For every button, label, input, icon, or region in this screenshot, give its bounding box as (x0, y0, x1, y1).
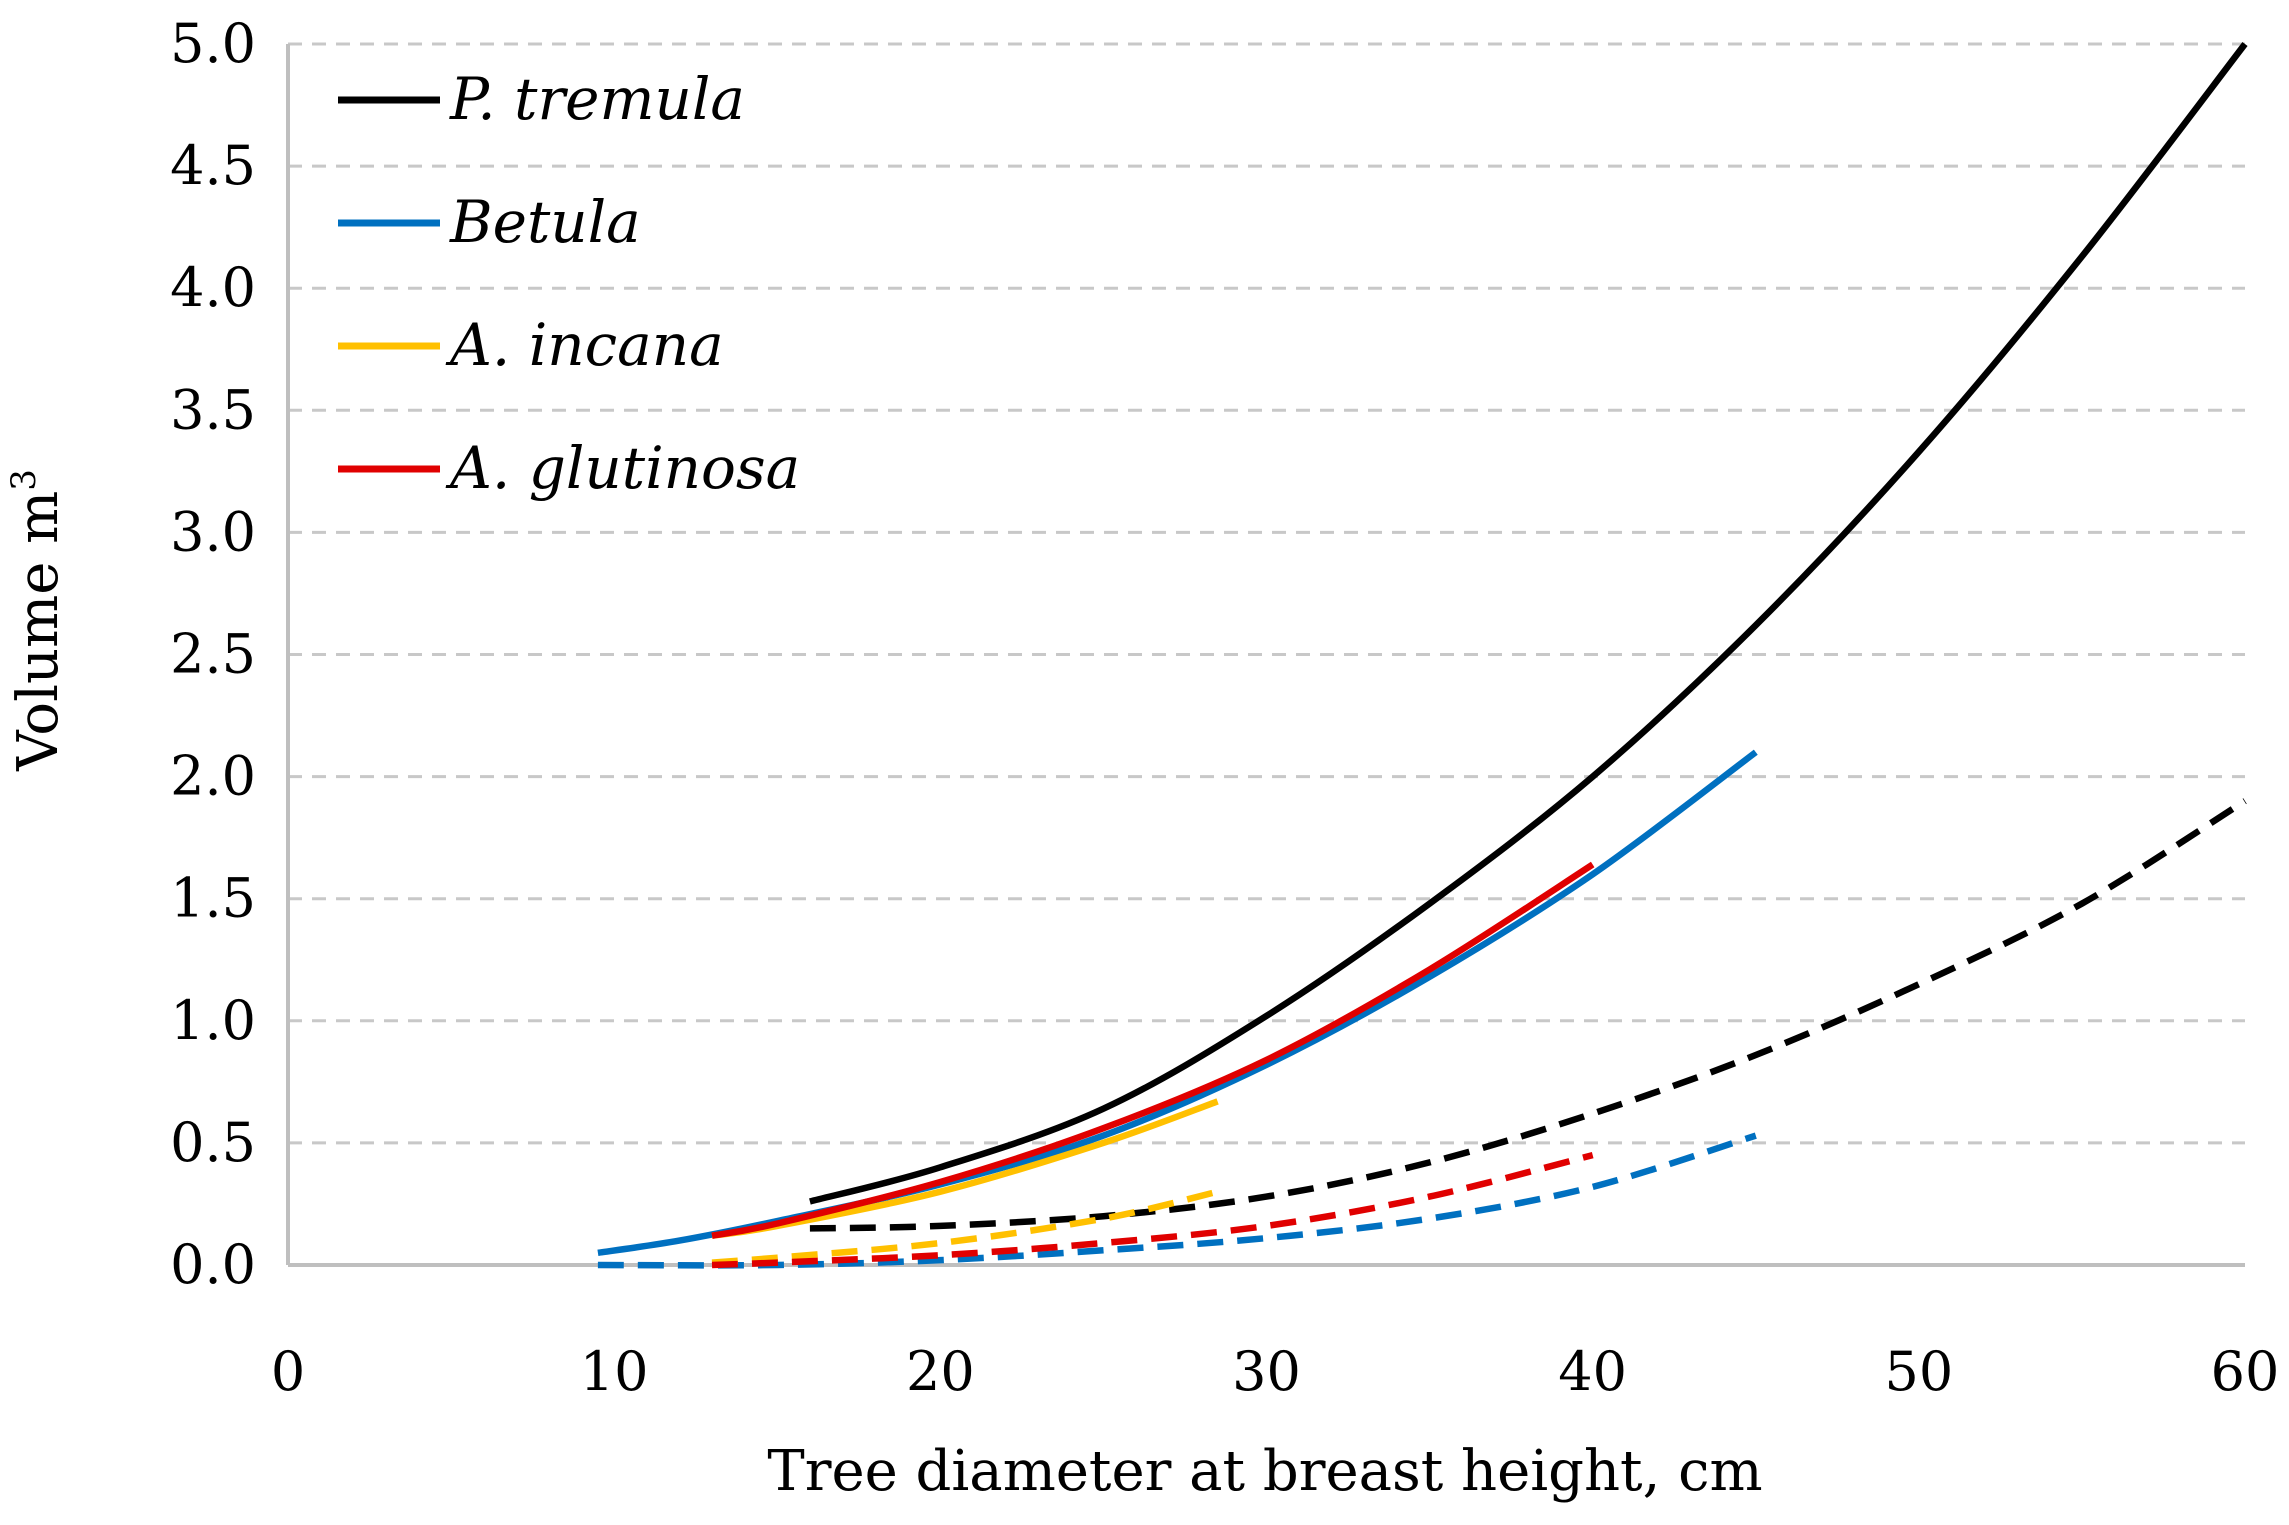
y-tick-label: 4.5 (170, 134, 256, 197)
series-line-p-tremula-dashed (809, 798, 2247, 1232)
series-line-betula-dashed (597, 1132, 1757, 1269)
x-axis-title: Tree diameter at breast height, cm (767, 1439, 1762, 1504)
y-tick-label: 3.5 (170, 378, 256, 441)
y-axis-title-superscript: 3 (4, 469, 44, 491)
series-line-betula-solid (597, 749, 1758, 1257)
y-tick-label: 1.5 (170, 867, 256, 930)
x-tick-label: 40 (1558, 1340, 1627, 1403)
x-tick-label: 30 (1232, 1340, 1301, 1403)
tick-labels: 0.0 0.5 1.0 1.5 2.0 2.5 3.0 3.5 4.0 4.5 5.0 0 10 20 30… (170, 12, 2279, 1403)
y-tick-label: 2.5 (170, 623, 256, 686)
series-line-a-glutinosa-dashed (711, 1151, 1594, 1269)
legend-label-a-glutinosa-solid: A. glutinosa (445, 434, 800, 502)
x-tick-label: 20 (906, 1340, 975, 1403)
series-line-a-incana-dashed (711, 1188, 1219, 1266)
y-tick-label: 0.5 (170, 1111, 256, 1174)
legend-label-p-tremula-solid: P. tremula (449, 65, 745, 133)
y-tick-label: 1.0 (170, 989, 256, 1052)
series-lines (597, 42, 2248, 1269)
x-tick-label: 10 (580, 1340, 649, 1403)
legend: P. tremula Betula A. incana A. glutinosa (338, 65, 800, 502)
y-tick-label: 0.0 (170, 1233, 256, 1296)
y-axis-title-base: Volume m (6, 491, 71, 772)
legend-label-a-incana-solid: A. incana (445, 311, 724, 379)
y-axis-title: Volume m3 (4, 469, 71, 772)
x-tick-label: 60 (2211, 1340, 2280, 1403)
y-tick-label: 3.0 (170, 500, 256, 563)
y-tick-label: 2.0 (170, 745, 256, 808)
y-tick-label: 5.0 (170, 12, 256, 75)
series-line-p-tremula-solid (809, 42, 2248, 1205)
legend-label-betula-solid: Betula (449, 188, 641, 256)
x-tick-label: 50 (1884, 1340, 1953, 1403)
y-tick-label: 4.0 (170, 256, 256, 319)
series-line-a-glutinosa-solid (711, 861, 1595, 1239)
x-tick-label: 0 (271, 1340, 305, 1403)
